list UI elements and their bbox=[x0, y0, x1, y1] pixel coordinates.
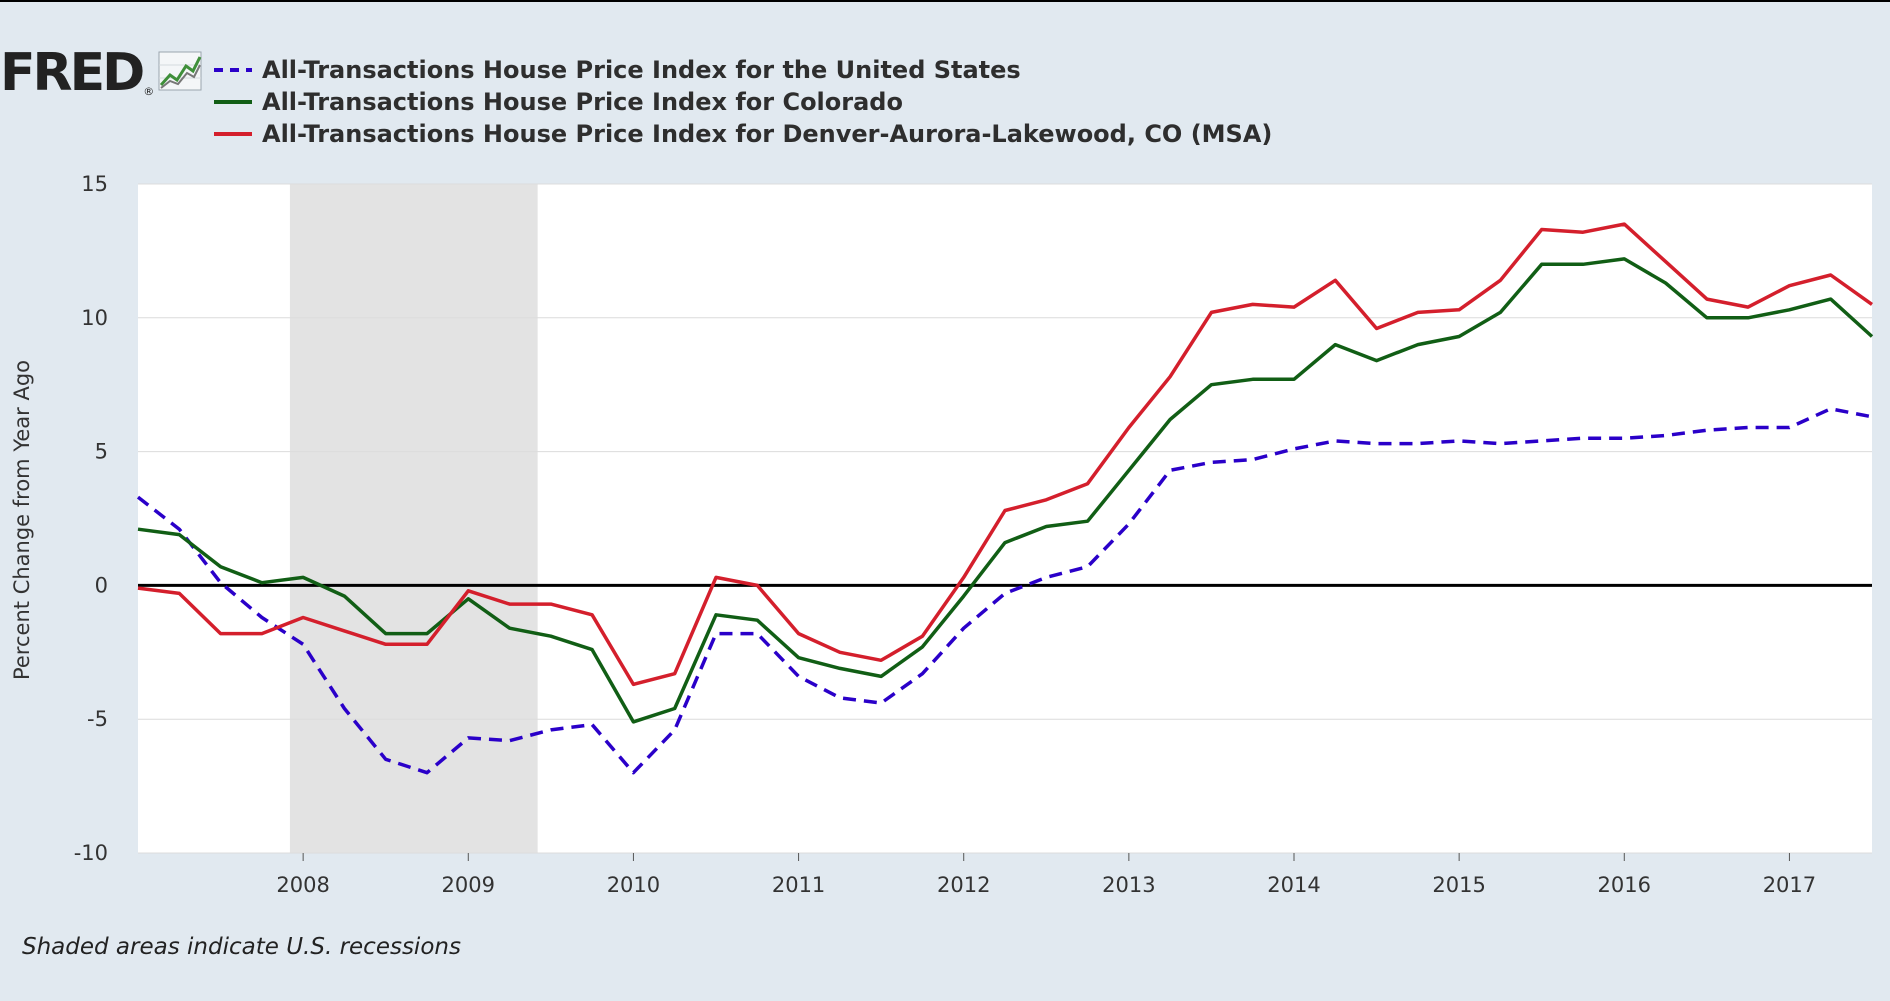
x-tick-label: 2016 bbox=[1598, 873, 1651, 897]
y-tick-label: 10 bbox=[81, 306, 108, 330]
legend-item-colorado: All-Transactions House Price Index for C… bbox=[212, 86, 1272, 118]
x-tick-label: 2011 bbox=[772, 873, 825, 897]
line-chart-icon bbox=[158, 51, 202, 95]
legend-label-us: All-Transactions House Price Index for t… bbox=[262, 56, 1021, 84]
legend-label-denver: All-Transactions House Price Index for D… bbox=[262, 120, 1273, 148]
y-tick-label: 15 bbox=[81, 172, 108, 196]
y-tick-label: 5 bbox=[95, 440, 108, 464]
legend-label-colorado: All-Transactions House Price Index for C… bbox=[262, 88, 903, 116]
legend-item-us: All-Transactions House Price Index for t… bbox=[212, 54, 1272, 86]
x-tick-label: 2009 bbox=[442, 873, 495, 897]
y-tick-label: -10 bbox=[74, 841, 108, 865]
fred-logo: FRED ® bbox=[0, 43, 202, 103]
legend: All-Transactions House Price Index for t… bbox=[212, 54, 1272, 150]
series-line-denver bbox=[137, 222, 1874, 687]
x-tick-label: 2017 bbox=[1763, 873, 1816, 897]
legend-item-denver: All-Transactions House Price Index for D… bbox=[212, 118, 1272, 150]
registered-mark: ® bbox=[143, 85, 155, 98]
x-tick-label: 2012 bbox=[937, 873, 990, 897]
series-line-colorado bbox=[137, 257, 1874, 724]
y-tick-label: 0 bbox=[95, 573, 108, 597]
x-tick-label: 2010 bbox=[607, 873, 660, 897]
recession-footnote: Shaded areas indicate U.S. recessions bbox=[22, 934, 461, 960]
legend-swatch-colorado bbox=[214, 100, 252, 104]
x-tick-label: 2013 bbox=[1102, 873, 1155, 897]
y-axis-title: Percent Change from Year Ago bbox=[10, 360, 34, 680]
legend-swatch-denver bbox=[214, 132, 252, 136]
x-tick-label: 2015 bbox=[1432, 873, 1485, 897]
legend-swatch-us bbox=[214, 68, 252, 72]
fred-logo-text: FRED bbox=[0, 43, 145, 103]
x-tick-label: 2014 bbox=[1267, 873, 1320, 897]
top-border bbox=[0, 0, 1890, 2]
series-line-us bbox=[136, 407, 1873, 775]
x-tick-label: 2008 bbox=[276, 873, 329, 897]
y-tick-label: -5 bbox=[87, 707, 108, 731]
recession-band bbox=[289, 184, 538, 853]
